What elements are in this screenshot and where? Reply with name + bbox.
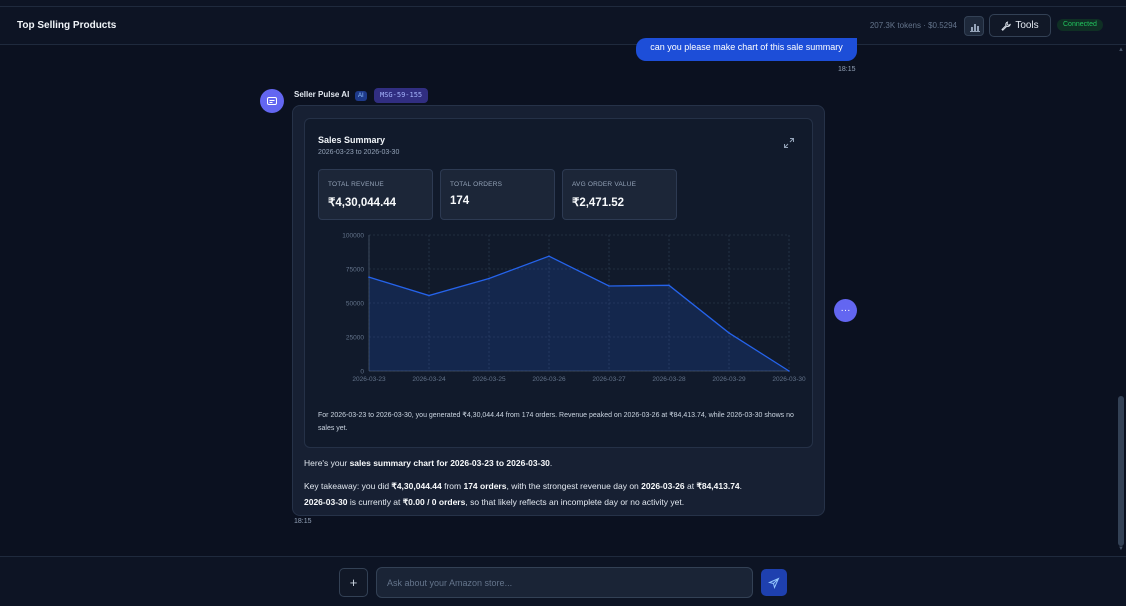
kpi-label: TOTAL REVENUE [328,181,384,188]
message-id-badge: MSG-59-155 [374,88,429,103]
revenue-line [368,255,790,372]
kpi-label: TOTAL ORDERS [450,181,503,188]
data-point [788,370,790,372]
data-point [428,294,430,297]
data-point [668,284,670,287]
tools-button[interactable]: Tools [989,14,1051,37]
card-title: Sales Summary [318,135,386,145]
data-point [368,276,370,278]
wrench-icon [1001,20,1012,31]
bot-name: Seller Pulse AI [294,90,350,99]
y-tick-label: 25000 [346,335,364,342]
kpi-value: 174 [450,195,470,207]
header: Top Selling Products 207.3K tokens · $0.… [0,7,1126,45]
user-message-time: 18:15 [838,66,856,73]
scroll-up-arrow-icon[interactable]: ▲ [1118,47,1124,53]
chart-toggle-button[interactable] [964,16,984,36]
chart-summary: For 2026-03-23 to 2026-03-30, you genera… [318,412,794,432]
ai-badge: AI [355,91,367,101]
y-tick-label: 75000 [346,267,364,274]
kpi-total-revenue: TOTAL REVENUE ₹4,30,044.44 [318,169,433,220]
kpi-value: ₹2,471.52 [572,197,625,209]
revenue-area [369,256,789,371]
x-tick-label: 2026-03-25 [472,376,506,383]
top-strip [0,0,1126,7]
send-icon [768,577,780,589]
kpi-label: AVG ORDER VALUE [572,181,637,188]
send-button[interactable] [761,569,787,596]
data-point [488,277,490,280]
y-tick-label: 100000 [342,233,364,240]
kpi-total-orders: TOTAL ORDERS 174 [440,169,555,220]
user-message: can you please make chart of this sale s… [636,38,857,61]
scrollbar[interactable] [1116,46,1126,556]
token-usage: 207.3K tokens · $0.5294 [869,21,957,30]
status-badge: Connected [1057,19,1103,31]
x-tick-label: 2026-03-26 [532,376,566,383]
kpi-avg-order-value: AVG ORDER VALUE ₹2,471.52 [562,169,677,220]
message-intro: Here's your sales summary chart for 2026… [304,458,553,468]
x-tick-label: 2026-03-28 [652,376,686,383]
tools-label: Tools [1015,20,1039,31]
chat-input[interactable] [376,567,753,598]
bar-chart-icon [970,24,980,32]
more-options-button[interactable]: ··· [834,299,857,322]
x-tick-label: 2026-03-30 [772,376,806,383]
expand-icon[interactable] [783,137,795,149]
page-title: Top Selling Products [17,20,117,31]
x-tick-label: 2026-03-29 [712,376,746,383]
add-button[interactable]: + [339,568,368,597]
x-tick-label: 2026-03-27 [592,376,626,383]
kpi-value: ₹4,30,044.44 [328,197,397,209]
y-tick-label: 50000 [346,301,364,308]
y-tick-label: 0 [360,369,364,376]
bot-icon [267,97,277,105]
avatar [260,89,284,113]
bot-message-time: 18:15 [294,518,312,525]
x-tick-label: 2026-03-24 [412,376,446,383]
data-point [548,255,550,257]
scrollbar-thumb[interactable] [1118,396,1124,546]
scroll-down-arrow-icon[interactable]: ▼ [1118,546,1124,552]
data-point [728,332,730,334]
x-tick-label: 2026-03-23 [352,376,386,383]
message-takeaway: Key takeaway: you did ₹4,30,044.44 from … [304,481,743,507]
card-subtitle: 2026-03-23 to 2026-03-30 [318,149,400,156]
data-point [608,285,610,287]
